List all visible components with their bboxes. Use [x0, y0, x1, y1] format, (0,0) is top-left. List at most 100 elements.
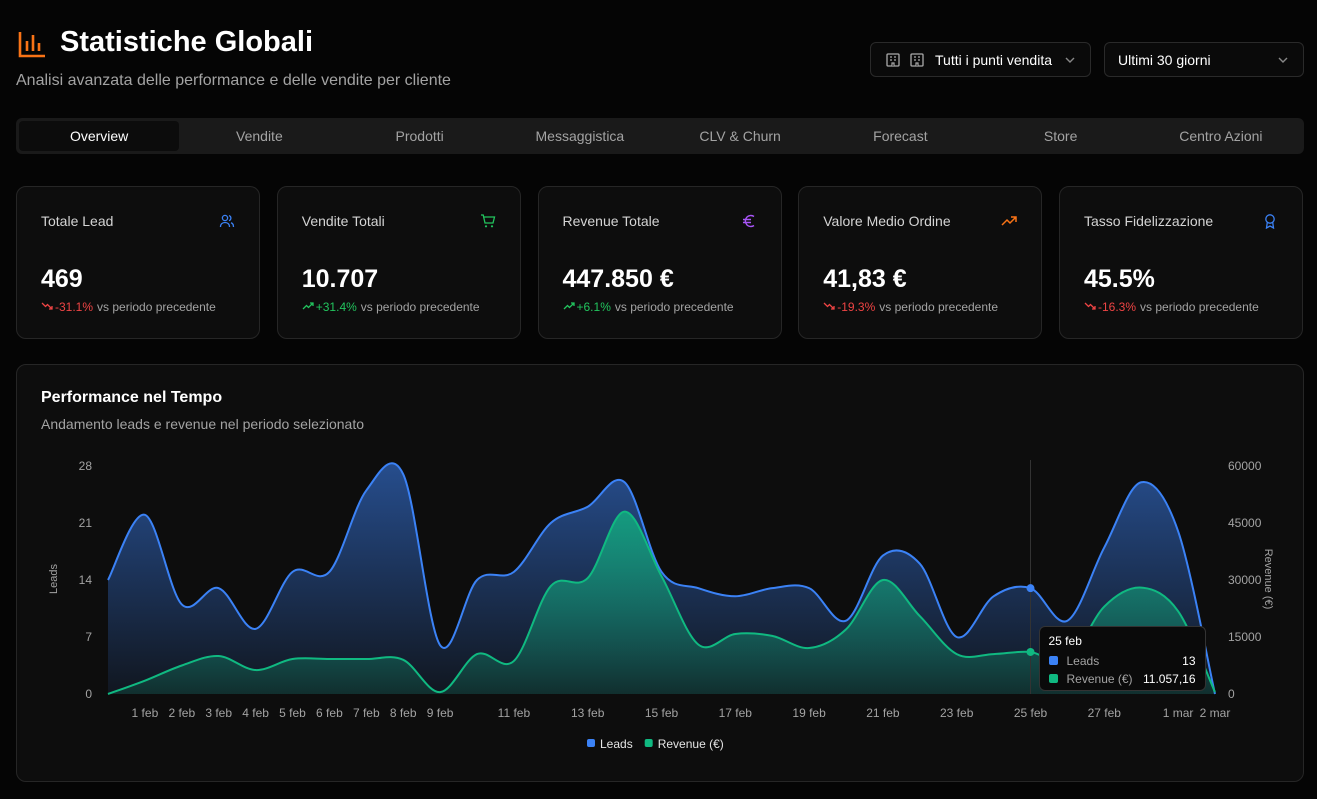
kpi-change-row: -31.1% vs periodo precedente — [41, 300, 216, 314]
kpi-value: 469 — [41, 265, 83, 293]
line — [107, 462, 1216, 695]
tab[interactable]: Prodotti — [395, 128, 444, 144]
tooltip-value: 13 — [1182, 654, 1196, 668]
x-tick-label: 1 feb — [132, 706, 159, 720]
x-tick-label: 8 feb — [390, 706, 417, 720]
trend-icon — [41, 302, 53, 310]
trend-icon — [823, 302, 835, 310]
kpi-icon — [1265, 214, 1275, 229]
y-axis-label: Leads — [48, 564, 60, 594]
x-tick-label: 23 feb — [940, 706, 974, 720]
kpi-card: Totale Lead 469 -31.1% vs periodo precedent… — [16, 186, 260, 339]
period-filter[interactable]: Ultimi 30 giorni — [1104, 42, 1304, 77]
tooltip: 25 feb Leads 13 Revenue (€) 11.057,16 — [1038, 626, 1206, 691]
store-icon — [910, 52, 924, 67]
chevron — [1065, 57, 1075, 63]
chart-subtitle: Andamento leads e revenue nel periodo se… — [41, 416, 365, 432]
kpi-change: +6.1% — [576, 300, 611, 314]
page-title: Statistiche Globali — [60, 26, 313, 58]
kpi-change-row: +31.4% vs periodo precedente — [302, 300, 480, 314]
x-tick-label: 2 mar — [1200, 706, 1231, 720]
kpi-label: Tasso Fidelizzazione — [1084, 213, 1214, 229]
kpi-change-row: -19.3% vs periodo precedente — [823, 300, 998, 314]
kpi-note: vs periodo precedente — [97, 300, 216, 314]
tab[interactable]: Centro Azioni — [1179, 128, 1263, 144]
kpi-change: -19.3% — [837, 300, 876, 314]
y-tick-label: 28 — [79, 459, 93, 473]
tooltip-swatch — [1048, 656, 1058, 665]
x-tick-label: 13 feb — [571, 706, 605, 720]
kpi-icon — [219, 214, 235, 228]
y2-tick-label: 0 — [1228, 687, 1235, 701]
legend-swatch — [644, 739, 653, 747]
tooltip-title: 25 feb — [1048, 634, 1082, 648]
kpi-change-row: -16.3% vs periodo precedente — [1084, 300, 1259, 314]
store-icon — [886, 52, 900, 67]
x-tick-label: 5 feb — [279, 706, 306, 720]
legend-label: Revenue (€) — [658, 737, 724, 751]
legend-swatch — [587, 739, 595, 747]
kpi-change: -16.3% — [1098, 300, 1137, 314]
tab[interactable]: Messaggistica — [535, 128, 625, 144]
tooltip-name: Revenue (€) — [1066, 672, 1133, 686]
chevron — [1278, 57, 1288, 63]
tab[interactable]: Store — [1043, 128, 1078, 144]
kpi-change: -31.1% — [55, 300, 94, 314]
x-tick-label: 21 feb — [866, 706, 900, 720]
hover-point — [1026, 584, 1035, 593]
kpi-change: +31.4% — [315, 300, 357, 314]
x-tick-label: 25 feb — [1014, 706, 1048, 720]
tooltip-name: Leads — [1066, 654, 1100, 668]
y2-tick-label: 15000 — [1228, 630, 1262, 644]
x-tick-label: 3 feb — [205, 706, 232, 720]
chart-card: Performance nel Tempo Andamento leads e … — [16, 364, 1304, 782]
kpi-card: Vendite Totali 10.707 +31.4% vs periodo pre… — [276, 186, 521, 339]
y-tick-label: 0 — [85, 687, 92, 701]
chart-title: Performance nel Tempo — [41, 389, 223, 406]
x-tick-label: 17 feb — [719, 706, 753, 720]
y2-tick-label: 60000 — [1228, 459, 1262, 473]
legend-label: Leads — [600, 737, 633, 751]
x-tick-label: 6 feb — [316, 706, 343, 720]
x-tick-label: 9 feb — [427, 706, 454, 720]
y2-axis-label: Revenue (€) — [1262, 549, 1274, 610]
y-tick-label: 14 — [79, 573, 93, 587]
kpi-note: vs periodo precedente — [614, 300, 734, 314]
x-tick-label: 1 mar — [1163, 706, 1194, 720]
kpi-value: 41,83 € — [823, 265, 907, 293]
kpi-note: vs periodo precedente — [879, 300, 999, 314]
x-tick-label: 19 feb — [792, 706, 826, 720]
tab[interactable]: Overview — [19, 121, 180, 151]
trend-icon — [563, 302, 575, 310]
y2-tick-label: 45000 — [1228, 516, 1262, 530]
x-tick-label: 7 feb — [353, 706, 380, 720]
kpi-card: Tasso Fidelizzazione 45.5% -16.3% vs period… — [1059, 186, 1303, 339]
x-tick-label: 27 feb — [1088, 706, 1122, 720]
kpi-label: Valore Medio Ordine — [823, 213, 951, 229]
tab-bar: Overview Vendite Prodotti Messaggistica CLV … — [16, 118, 1304, 154]
store-filter-label: Tutti i punti vendita — [935, 51, 1052, 68]
tab[interactable]: CLV & Churn — [699, 128, 781, 144]
kpi-value: 45.5% — [1084, 265, 1155, 293]
kpi-icon — [480, 214, 496, 228]
period-filter-label: Ultimi 30 giorni — [1118, 51, 1211, 68]
tooltip-value: 11.057,16 — [1143, 672, 1196, 686]
trend-icon — [302, 302, 314, 310]
kpi-change-row: +6.1% vs periodo precedente — [563, 300, 734, 314]
hover-point — [1026, 647, 1035, 656]
kpi-label: Revenue Totale — [562, 213, 660, 229]
kpi-note: vs periodo precedente — [360, 300, 480, 314]
chart: 0 7 14 21 28 0 15000 30000 45000 60000 Leads Revenu… — [48, 459, 1274, 751]
kpi-label: Vendite Totali — [301, 213, 385, 229]
kpi-card: Valore Medio Ordine 41,83 € -19.3% vs perio… — [798, 186, 1043, 339]
kpi-value: 447.850 € — [562, 265, 674, 293]
kpi-card: Revenue Totale 447.850 € +6.1% vs periodo p… — [537, 186, 782, 339]
area-fill — [108, 511, 1215, 694]
x-tick-label: 4 feb — [242, 706, 269, 720]
store-filter[interactable]: Tutti i punti vendita — [870, 42, 1091, 77]
tab[interactable]: Vendite — [236, 128, 283, 144]
x-tick-label: 2 feb — [168, 706, 195, 720]
tab[interactable]: Forecast — [873, 128, 928, 144]
kpi-value: 10.707 — [301, 265, 379, 293]
